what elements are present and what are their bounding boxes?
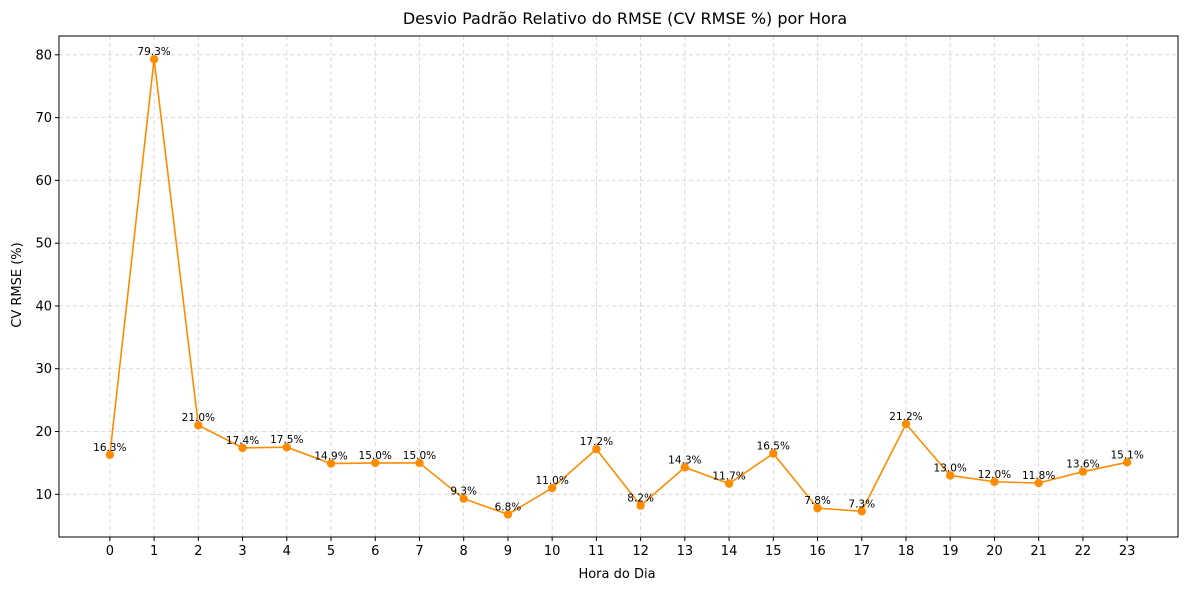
data-point xyxy=(1078,467,1088,476)
data-point xyxy=(194,421,203,430)
x-tick-label: 10 xyxy=(544,544,561,559)
x-tick-label: 18 xyxy=(898,544,915,559)
x-tick-label: 15 xyxy=(765,544,782,559)
data-label: 13.6% xyxy=(1066,459,1099,471)
y-tick-label: 80 xyxy=(35,48,52,63)
x-tick-label: 9 xyxy=(504,544,512,559)
data-label: 79.3% xyxy=(137,46,170,58)
y-tick-label: 70 xyxy=(35,111,52,126)
data-point xyxy=(592,444,601,454)
data-point xyxy=(415,458,424,468)
x-tick-label: 12 xyxy=(632,544,649,559)
series-layer xyxy=(105,55,1132,519)
x-tick-label: 11 xyxy=(588,544,605,559)
x-tick-label: 17 xyxy=(853,544,870,559)
y-tick-label: 40 xyxy=(35,299,52,314)
data-point xyxy=(636,501,645,510)
x-tick-label: 22 xyxy=(1075,544,1092,559)
x-tick-label: 7 xyxy=(415,544,423,559)
x-tick-label: 5 xyxy=(327,544,335,559)
data-point xyxy=(901,419,911,429)
data-point xyxy=(105,450,115,459)
data-label: 21.2% xyxy=(889,411,922,423)
data-label: 8.2% xyxy=(627,493,654,505)
data-label: 15.1% xyxy=(1110,449,1143,461)
data-point xyxy=(857,507,866,516)
x-tick-label: 19 xyxy=(942,544,959,559)
chart-title: Desvio Padrão Relativo do RMSE (CV RMSE … xyxy=(403,9,847,28)
data-label: 7.8% xyxy=(804,495,831,507)
data-label: 11.7% xyxy=(712,471,745,483)
x-tick-label: 8 xyxy=(460,544,468,559)
x-tick-label: 0 xyxy=(106,544,114,559)
data-point xyxy=(149,55,159,64)
y-tick-label: 60 xyxy=(35,174,52,189)
data-point xyxy=(459,494,468,503)
data-label: 17.2% xyxy=(580,436,613,448)
data-label: 15.0% xyxy=(403,450,436,462)
data-label: 16.3% xyxy=(93,442,126,454)
y-axis-label: CV RMSE (%) xyxy=(10,242,25,327)
x-tick-label: 20 xyxy=(986,544,1003,559)
data-point xyxy=(503,510,513,519)
data-label: 12.0% xyxy=(978,469,1011,481)
x-tick-label: 14 xyxy=(721,544,738,559)
data-label: 7.3% xyxy=(848,498,875,510)
y-tick-label: 50 xyxy=(35,237,52,252)
x-tick-label: 16 xyxy=(809,544,826,559)
data-label: 13.0% xyxy=(934,462,967,474)
data-label: 11.0% xyxy=(535,475,568,487)
data-label: 14.9% xyxy=(314,451,347,463)
data-point xyxy=(238,443,247,453)
data-label-layer: 16.3% 79.3% 21.0% 17.4% 17.5% 14.9% 15.0% 15.0%… xyxy=(93,46,1144,513)
data-point xyxy=(680,463,690,472)
series-line xyxy=(109,59,1128,516)
data-point xyxy=(326,459,336,468)
data-point xyxy=(769,449,778,458)
data-point xyxy=(1122,458,1132,467)
x-axis-label: Hora do Dia xyxy=(578,567,655,582)
data-point xyxy=(1034,478,1043,488)
plot-frame xyxy=(58,35,1179,538)
data-label: 6.8% xyxy=(495,501,522,513)
y-tick-label: 20 xyxy=(35,425,52,440)
x-tick-label: 23 xyxy=(1119,544,1136,559)
x-tick-label: 2 xyxy=(194,544,202,559)
data-point xyxy=(282,443,291,452)
x-tick-label: 3 xyxy=(238,544,246,559)
data-label: 14.3% xyxy=(668,454,701,466)
data-label: 17.4% xyxy=(226,435,259,447)
data-label: 16.5% xyxy=(757,441,790,453)
y-tick-label: 10 xyxy=(35,488,52,503)
y-tick-label: 30 xyxy=(35,362,52,377)
data-label: 15.0% xyxy=(359,450,392,462)
data-point xyxy=(813,503,822,513)
data-label: 11.8% xyxy=(1022,470,1055,482)
data-point xyxy=(371,458,380,468)
x-tick-label: 6 xyxy=(371,544,379,559)
x-tick-label: 1 xyxy=(150,544,158,559)
data-point xyxy=(547,483,557,493)
x-tick-label: 13 xyxy=(677,544,694,559)
data-point xyxy=(724,479,734,488)
data-point xyxy=(946,471,955,480)
x-axis: 0 1 2 3 4 5 6 7 8 9 10 11 12 13 14 15 16 17 18 19 20 21 22 23 xyxy=(106,537,1136,559)
grid-layer xyxy=(59,36,1178,537)
data-point xyxy=(990,477,999,486)
x-tick-label: 4 xyxy=(283,544,291,559)
data-label: 17.5% xyxy=(270,434,303,446)
data-label: 21.0% xyxy=(182,412,215,424)
data-label: 9.3% xyxy=(450,486,477,498)
x-tick-label: 21 xyxy=(1030,544,1047,559)
y-axis: 10 20 30 40 50 60 70 80 xyxy=(35,48,59,503)
